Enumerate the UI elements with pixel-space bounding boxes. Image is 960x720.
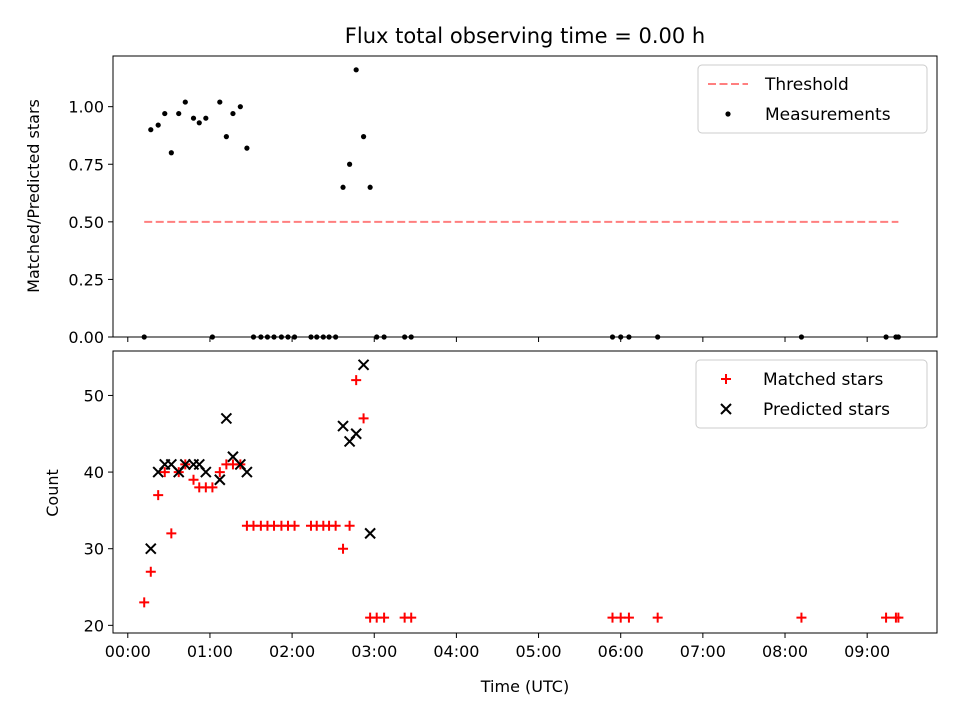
matched-star-point bbox=[379, 612, 390, 623]
predicted-star-point bbox=[364, 527, 376, 540]
top-panel-y-axis-label: Matched/Predicted stars bbox=[24, 99, 43, 293]
matched-star-point bbox=[344, 520, 355, 531]
measurement-point bbox=[217, 99, 223, 105]
top-axes-frame bbox=[112, 55, 938, 338]
matched-star-point bbox=[207, 482, 218, 493]
measurement-point bbox=[347, 161, 353, 167]
legend-plus-swatch bbox=[721, 374, 731, 384]
bottom-y-tick-label: 30 bbox=[84, 540, 104, 559]
matched-star-point bbox=[652, 612, 663, 623]
bottom-y-tick-label: 50 bbox=[84, 386, 104, 405]
measurement-point bbox=[367, 184, 373, 190]
x-tick-label: 08:00 bbox=[762, 642, 808, 661]
matched-star-point bbox=[145, 566, 156, 577]
bottom-legend: Matched stars Predicted stars bbox=[695, 359, 928, 429]
x-tick-label: 01:00 bbox=[187, 642, 233, 661]
x-tick-label: 05:00 bbox=[516, 642, 562, 661]
top-y-tick-label: 0.00 bbox=[68, 328, 104, 347]
predicted-star-point bbox=[200, 466, 212, 478]
x-tick-label: 00:00 bbox=[105, 642, 151, 661]
x-axis-label: Time (UTC) bbox=[480, 677, 569, 696]
matched-star-point bbox=[289, 520, 300, 531]
x-tick-label: 03:00 bbox=[351, 642, 397, 661]
top-y-tick-label: 0.50 bbox=[68, 213, 104, 232]
predicted-star-point bbox=[179, 458, 192, 471]
measurement-point bbox=[230, 110, 236, 117]
top-y-tick-label: 1.00 bbox=[68, 98, 104, 117]
measurement-point bbox=[360, 134, 367, 140]
bottom-legend-box bbox=[695, 359, 928, 429]
bottom-panel-plot-area: 20 30 40 50 00:00 01:00 02:00 03:00 04:00 05:00 06… bbox=[84, 350, 938, 661]
top-legend-box bbox=[697, 64, 928, 134]
legend-dot-swatch bbox=[725, 111, 731, 117]
matched-star-point bbox=[330, 520, 341, 531]
matched-star-point bbox=[358, 413, 369, 424]
top-legend: Threshold Measurements bbox=[697, 64, 928, 134]
predicted-star-point bbox=[220, 412, 233, 425]
measurement-point bbox=[148, 127, 154, 133]
measurement-point bbox=[182, 99, 188, 105]
top-panel-plot-area: 0.00 0.25 0.50 0.75 1.00 Threshold Measurement… bbox=[68, 55, 938, 347]
measurement-point bbox=[203, 115, 209, 121]
predicted-star-point bbox=[145, 542, 157, 555]
legend-entry-label: Predicted stars bbox=[763, 400, 890, 420]
predicted-star-point bbox=[350, 428, 362, 440]
measurement-point bbox=[162, 110, 168, 117]
matched-star-point bbox=[188, 474, 199, 485]
predicted-star-point bbox=[337, 420, 349, 432]
predicted-star-point bbox=[241, 466, 253, 478]
matched-star-point bbox=[796, 612, 807, 623]
x-tick-label: 04:00 bbox=[433, 642, 479, 661]
matched-star-point bbox=[153, 490, 164, 501]
matched-star-point bbox=[406, 612, 417, 623]
legend-entry-label: Measurements bbox=[765, 105, 891, 125]
x-tick-label: 02:00 bbox=[269, 642, 315, 661]
legend-entry-label: Matched stars bbox=[763, 370, 883, 390]
matched-star-point bbox=[214, 467, 225, 478]
measurement-point bbox=[340, 184, 346, 190]
matched-star-point bbox=[338, 543, 349, 554]
measurement-point bbox=[223, 134, 229, 140]
x-tick-label: 07:00 bbox=[680, 642, 726, 661]
top-y-tick-label: 0.75 bbox=[68, 155, 104, 174]
x-tick-label: 06:00 bbox=[598, 642, 644, 661]
matched-star-point bbox=[166, 528, 177, 539]
measurement-point bbox=[244, 145, 250, 151]
measurement-point bbox=[190, 115, 197, 121]
predicted-star-point bbox=[357, 359, 370, 371]
bottom-y-tick-label: 40 bbox=[84, 463, 104, 482]
legend-entry-label: Threshold bbox=[764, 75, 849, 95]
measurement-point bbox=[155, 122, 161, 128]
matched-star-point bbox=[623, 612, 634, 623]
measurement-point bbox=[176, 110, 182, 117]
bottom-axes-frame bbox=[112, 350, 938, 634]
bottom-y-tick-label: 20 bbox=[84, 616, 104, 635]
legend-x-swatch bbox=[720, 403, 732, 415]
bottom-data-layer bbox=[139, 359, 904, 623]
measurement-point bbox=[168, 150, 174, 156]
measurement-point bbox=[237, 104, 243, 110]
predicted-star-point bbox=[214, 474, 226, 486]
matched-star-point bbox=[893, 612, 904, 623]
matched-star-point bbox=[159, 467, 170, 478]
x-tick-label: 09:00 bbox=[844, 642, 890, 661]
bottom-panel-y-axis-label: Count bbox=[43, 469, 62, 517]
measurement-point bbox=[353, 67, 359, 73]
matched-star-point bbox=[139, 597, 150, 608]
measurement-point bbox=[196, 120, 202, 126]
matched-star-point bbox=[881, 612, 892, 623]
top-y-tick-label: 0.25 bbox=[68, 270, 104, 289]
top-panel-title: Flux total observing time = 0.00 h bbox=[345, 24, 705, 48]
matched-star-point bbox=[351, 375, 362, 386]
